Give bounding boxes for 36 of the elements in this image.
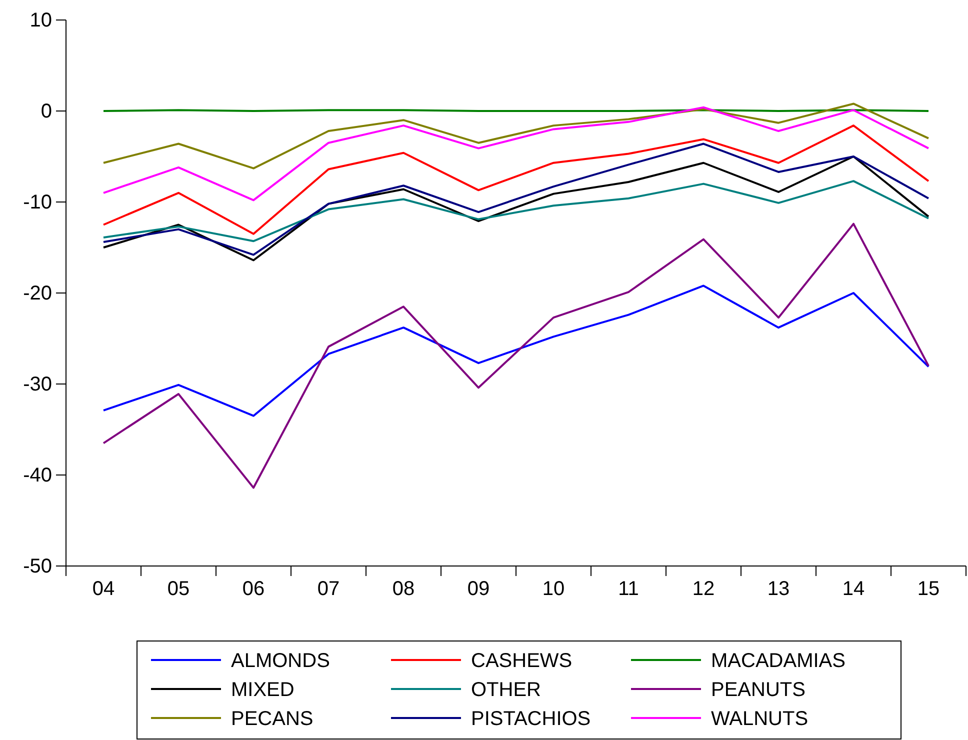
y-tick-label: -50 (23, 555, 52, 578)
legend-label: CASHEWS (471, 650, 572, 672)
y-tick-label: -20 (23, 282, 52, 304)
x-tick-label: 13 (767, 578, 790, 600)
legend-label: ALMONDS (231, 650, 330, 672)
legend-label: PEANUTS (711, 679, 806, 701)
x-tick-label: 07 (317, 578, 340, 600)
x-tick-label: 14 (842, 578, 865, 600)
legend-label: MIXED (231, 679, 294, 701)
y-tick-label: -40 (23, 464, 52, 486)
y-tick-label: 0 (40, 100, 52, 122)
line-series (102, 156, 930, 262)
line-series (102, 102, 930, 170)
x-tick-label: 04 (92, 578, 115, 600)
x-tick-label: 11 (618, 578, 639, 600)
line-series (102, 180, 930, 242)
x-tick-label: 06 (242, 578, 265, 600)
line-series (102, 124, 930, 235)
legend-label: WALNUTS (711, 708, 808, 730)
y-tick-label: -30 (23, 373, 52, 396)
legend-label: MACADAMIAS (711, 650, 846, 672)
line-series (102, 106, 930, 202)
y-tick-label: -10 (23, 191, 52, 214)
x-tick-label: 08 (392, 578, 415, 600)
y-tick-label: 10 (30, 9, 52, 32)
line-series (102, 222, 930, 489)
legend-label: OTHER (471, 679, 541, 701)
legend-label: PISTACHIOS (471, 708, 591, 730)
x-tick-label: 15 (917, 578, 940, 600)
x-tick-label: 05 (167, 578, 190, 600)
legend-label: PECANS (231, 708, 314, 730)
line-series (102, 142, 930, 256)
x-tick-label: 10 (542, 578, 565, 600)
x-tick-label: 12 (692, 578, 715, 600)
line-series (102, 284, 930, 417)
x-tick-label: 09 (467, 578, 490, 600)
